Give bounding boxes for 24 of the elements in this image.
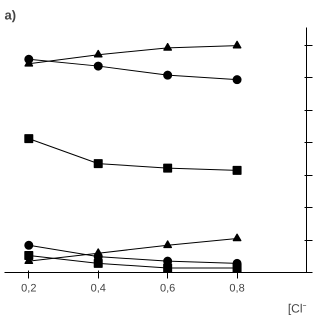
point [24, 240, 34, 250]
point [232, 166, 242, 175]
point [94, 62, 103, 71]
point [94, 50, 103, 58]
chart-title: a) [4, 8, 16, 22]
point [163, 70, 172, 80]
point [232, 263, 242, 272]
point [24, 54, 34, 64]
point [94, 258, 103, 268]
point [163, 164, 172, 173]
point [232, 40, 242, 48]
x-tick-label: 0,6 [160, 282, 176, 294]
point [232, 233, 242, 242]
x-axis-title: [Cl⁻ [288, 302, 307, 316]
point [232, 75, 242, 84]
point [94, 248, 103, 256]
point [163, 240, 172, 248]
point [94, 159, 103, 168]
point [163, 42, 172, 51]
x-tick-label: 0,4 [90, 282, 106, 294]
point [163, 263, 172, 272]
x-tick-label: 0,8 [229, 282, 245, 294]
x-tick-label: 0,2 [21, 282, 36, 294]
point [24, 134, 34, 144]
